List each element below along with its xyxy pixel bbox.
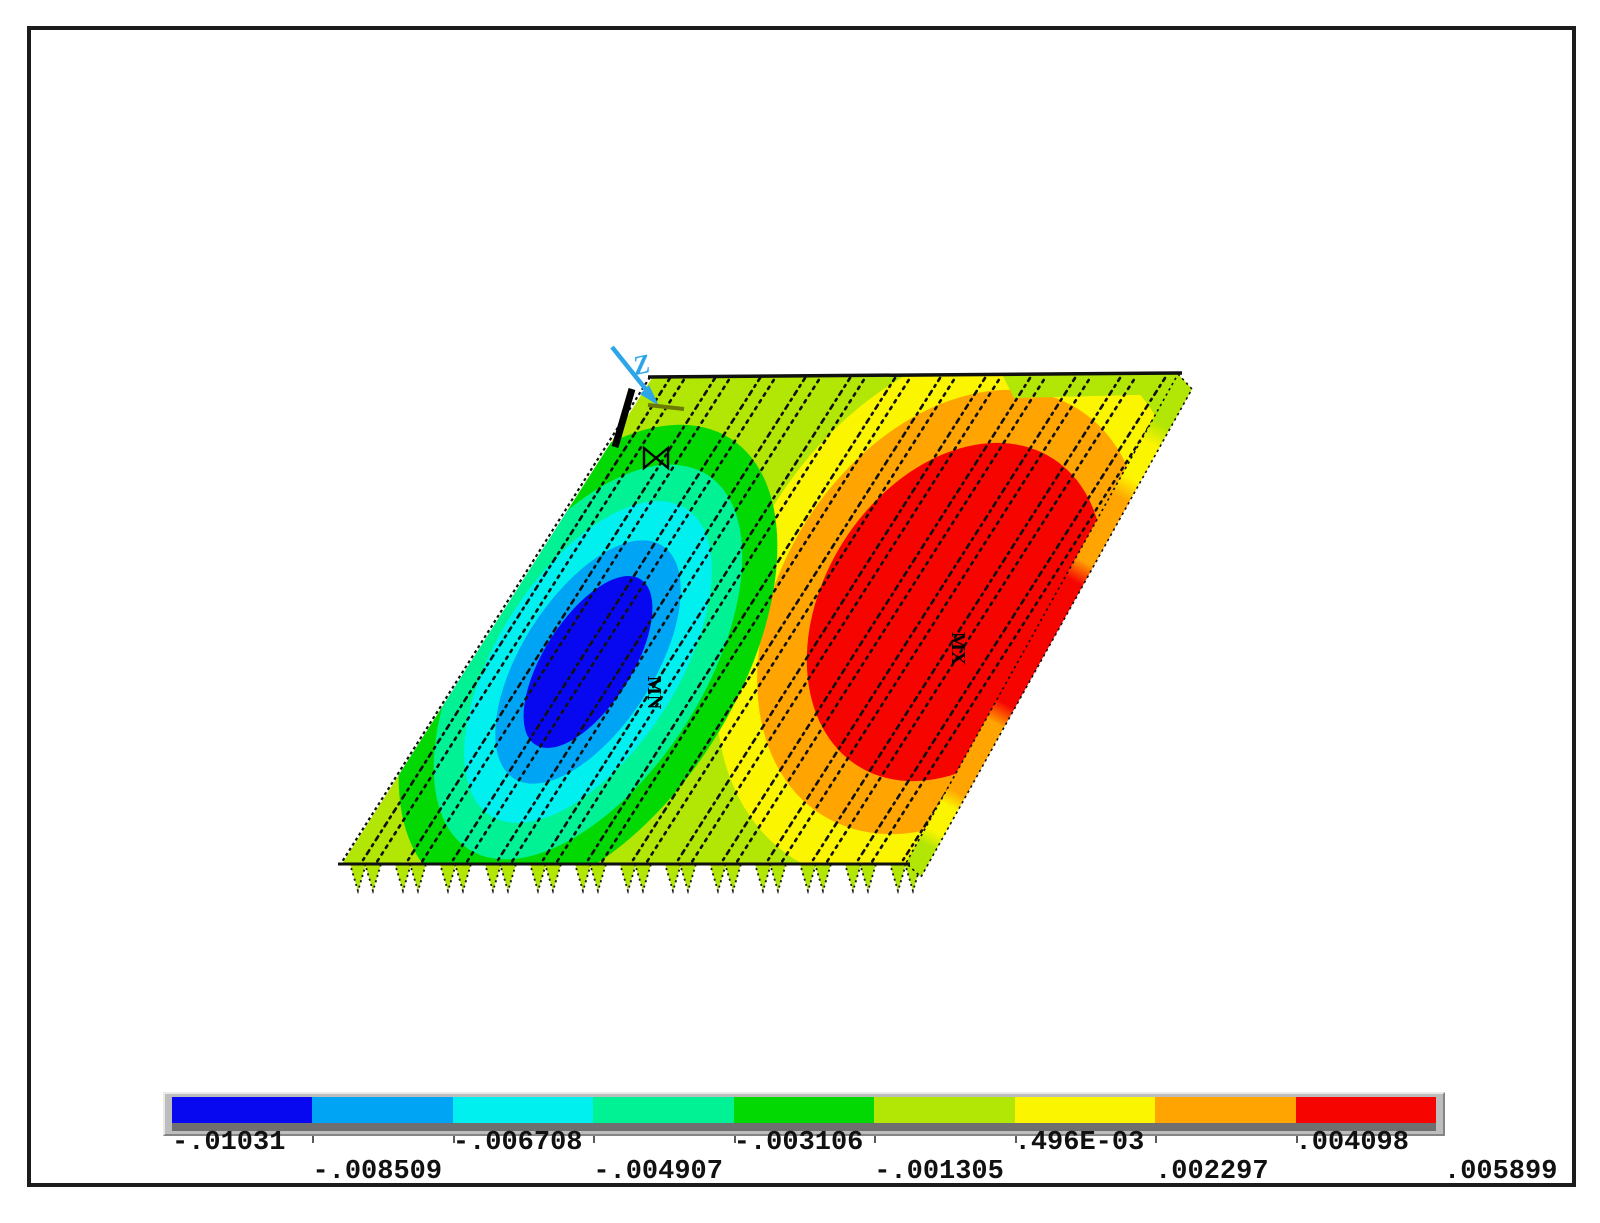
reinforcement-line bbox=[626, 376, 942, 864]
reinforcement-line bbox=[446, 376, 762, 864]
legend-segment-6 bbox=[1014, 1097, 1156, 1123]
z-axis-arrowhead bbox=[640, 385, 659, 406]
support-triangle-icon bbox=[708, 863, 728, 895]
plate-left-edge bbox=[339, 376, 651, 866]
reinforcement-line bbox=[551, 376, 867, 864]
reinforcement-line bbox=[401, 376, 717, 864]
legend-tick bbox=[452, 1136, 455, 1143]
reinforcement-line bbox=[851, 376, 1167, 864]
legend-segment-2 bbox=[452, 1097, 594, 1123]
legend-color-strip bbox=[172, 1097, 1436, 1123]
x-axis-tick bbox=[647, 403, 685, 411]
support-triangle-icon bbox=[798, 863, 818, 895]
reinforcement-line bbox=[461, 376, 777, 864]
support-triangle-icon bbox=[543, 863, 563, 895]
z-axis-label: Z bbox=[629, 348, 652, 381]
reinforcement-line bbox=[686, 376, 1002, 864]
max-marker-label: MX bbox=[947, 632, 969, 666]
reinforcement-line bbox=[356, 376, 672, 864]
support-triangle-icon bbox=[453, 863, 473, 895]
legend-tick bbox=[1014, 1136, 1017, 1143]
legend-shadow bbox=[172, 1123, 1436, 1131]
reinforcement-line bbox=[581, 376, 897, 864]
reinforcement-line bbox=[716, 376, 1032, 864]
legend-value-label: -.001305 bbox=[874, 1157, 1004, 1187]
legend-tick bbox=[874, 1136, 877, 1143]
support-triangle-icon bbox=[528, 863, 548, 895]
legend-segment-3 bbox=[593, 1097, 734, 1123]
z-axis-arrow bbox=[610, 345, 654, 399]
reinforcement-line bbox=[866, 376, 1178, 864]
support-triangle-icon bbox=[663, 863, 683, 895]
legend-tick bbox=[1295, 1136, 1298, 1143]
legend-value-label: -.01031 bbox=[172, 1128, 286, 1158]
reinforcement-line bbox=[641, 376, 957, 864]
legend-bar bbox=[163, 1092, 1445, 1136]
legend-value-label: .496E-03 bbox=[1014, 1128, 1145, 1158]
legend-segment-4 bbox=[733, 1097, 875, 1123]
legend-value-label: -.008509 bbox=[312, 1157, 443, 1187]
plate-top-edge bbox=[647, 371, 1183, 379]
support-triangle-icon bbox=[348, 863, 368, 895]
legend-segment-1 bbox=[312, 1097, 453, 1123]
support-triangle-icon bbox=[588, 863, 608, 895]
reinforcement-line bbox=[821, 376, 1137, 864]
legend-value-label: .005899 bbox=[1444, 1157, 1558, 1187]
support-triangle-icon bbox=[483, 863, 503, 895]
reinforcement-line bbox=[776, 376, 1092, 864]
legend-tick bbox=[733, 1136, 736, 1143]
support-triangle-icon bbox=[363, 863, 383, 895]
reinforcement-line bbox=[416, 376, 732, 864]
legend-value-label: .002297 bbox=[1155, 1157, 1269, 1187]
legend-segment-7 bbox=[1155, 1097, 1296, 1123]
legend-value-label: -.003106 bbox=[733, 1128, 864, 1158]
support-symbols bbox=[348, 863, 923, 895]
legend-value-label: .004098 bbox=[1295, 1128, 1409, 1158]
legend-tick bbox=[593, 1136, 596, 1143]
support-triangle-icon bbox=[678, 863, 698, 895]
support-triangle-icon bbox=[753, 863, 773, 895]
reinforcement-lines bbox=[356, 376, 1178, 864]
origin-bar bbox=[611, 388, 636, 448]
support-triangle-icon bbox=[393, 863, 413, 895]
reinforcement-line bbox=[806, 376, 1122, 864]
support-triangle-icon bbox=[888, 863, 908, 895]
reinforcement-line bbox=[596, 376, 912, 864]
support-triangle-icon bbox=[858, 863, 878, 895]
plate-surface bbox=[342, 374, 1178, 864]
node-marker-icon bbox=[642, 445, 670, 471]
support-triangle-icon bbox=[573, 863, 593, 895]
support-triangle-icon bbox=[843, 863, 863, 895]
legend-tick bbox=[312, 1136, 315, 1143]
plate-edge-face bbox=[904, 372, 1193, 879]
min-marker-label: MN bbox=[643, 676, 665, 710]
triad: Z bbox=[610, 345, 685, 448]
support-triangle-icon bbox=[813, 863, 833, 895]
legend-tick bbox=[1155, 1136, 1158, 1143]
reinforcement-line bbox=[671, 376, 987, 864]
support-triangle-icon bbox=[438, 863, 458, 895]
legend-segment-5 bbox=[874, 1097, 1015, 1123]
legend-segment-0 bbox=[172, 1097, 313, 1123]
support-triangle-icon bbox=[408, 863, 428, 895]
reinforcement-line bbox=[536, 376, 852, 864]
support-triangle-icon bbox=[498, 863, 518, 895]
reinforcement-line bbox=[506, 376, 822, 864]
support-triangle-icon bbox=[723, 863, 743, 895]
support-triangle-icon bbox=[618, 863, 638, 895]
reinforcement-line bbox=[491, 376, 807, 864]
reinforcement-line bbox=[761, 376, 1077, 864]
reinforcement-line bbox=[371, 376, 687, 864]
contour-band-blue bbox=[523, 576, 653, 748]
legend-value-label: -.006708 bbox=[452, 1128, 583, 1158]
support-triangle-icon bbox=[768, 863, 788, 895]
legend-value-label: -.004907 bbox=[593, 1157, 723, 1187]
legend-segment-8 bbox=[1295, 1097, 1436, 1123]
reinforcement-line bbox=[731, 376, 1047, 864]
support-triangle-icon bbox=[633, 863, 653, 895]
